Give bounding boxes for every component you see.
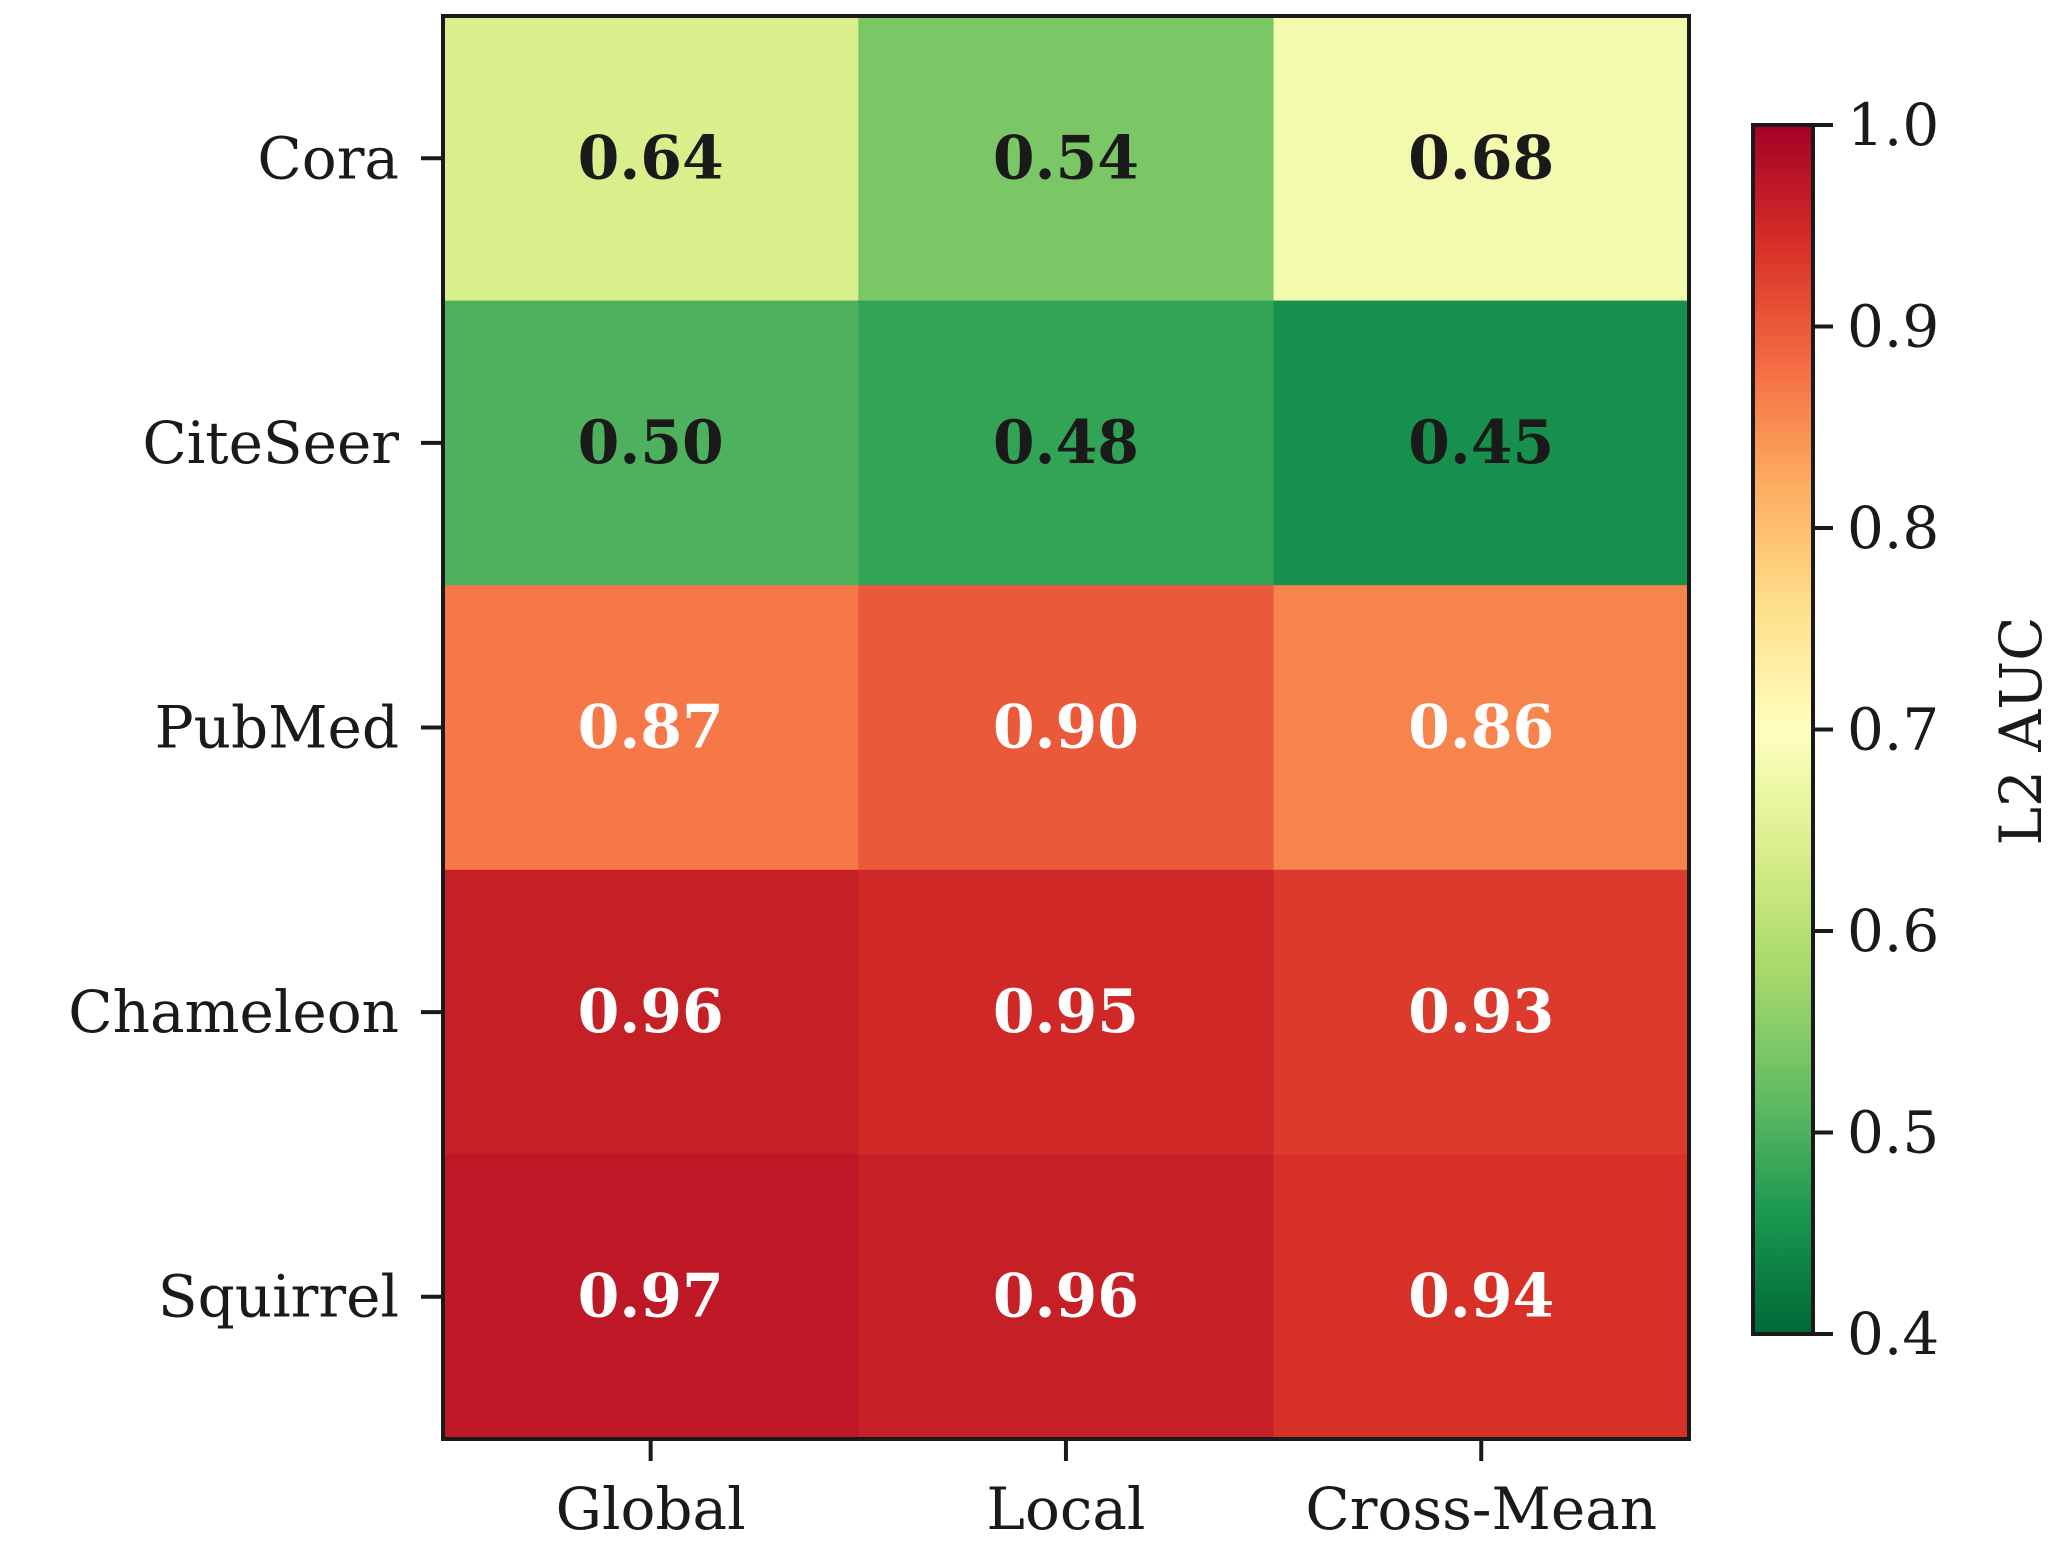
heatmap-cell-squirrel-local xyxy=(858,1154,1275,1440)
colorbar-gradient xyxy=(1753,125,1813,1334)
heatmap-cell-chameleon-global xyxy=(443,869,860,1156)
heatmap-cell-cora-global xyxy=(443,16,860,302)
cell-value-label: 0.97 xyxy=(578,1262,724,1332)
colorbar-tick-label: 1.0 xyxy=(1847,91,1939,159)
y-tick-label-citeseer: CiteSeer xyxy=(142,409,399,477)
y-tick-label-cora: Cora xyxy=(257,124,399,192)
colorbar-tick-label: 0.9 xyxy=(1847,293,1939,361)
cell-value-label: 0.48 xyxy=(993,408,1139,478)
cell-value-label: 0.93 xyxy=(1408,977,1554,1047)
heatmap-cell-citeseer-global xyxy=(443,300,860,586)
colorbar-tick-label: 0.7 xyxy=(1847,696,1939,764)
heatmap-cell-chameleon-cross-mean xyxy=(1273,869,1690,1156)
cell-value-label: 0.68 xyxy=(1408,123,1554,193)
heatmap-cell-labels: 0.64 0.54 0.68 0.50 0.48 0.45 0.87 0.90 0.86 0.96… xyxy=(578,123,1555,1331)
cell-value-label: 0.94 xyxy=(1408,1262,1554,1332)
cell-value-label: 0.87 xyxy=(578,693,724,763)
x-tick-label-global: Global xyxy=(556,1475,746,1543)
heatmap-cell-pubmed-global xyxy=(443,585,860,871)
heatmap-cell-chameleon-local xyxy=(858,869,1275,1156)
cell-value-label: 0.54 xyxy=(993,123,1139,193)
heatmap-cell-pubmed-cross-mean xyxy=(1273,585,1690,871)
colorbar-tick-label: 0.4 xyxy=(1847,1300,1939,1368)
heatmap-cell-cora-local xyxy=(858,16,1275,302)
cell-value-label: 0.95 xyxy=(993,977,1139,1047)
colorbar-tick-label: 0.6 xyxy=(1847,897,1939,965)
heatmap-cells xyxy=(443,16,1690,1440)
y-axis: Cora CiteSeer PubMed Chameleon Squirrel xyxy=(68,124,443,1331)
y-tick-label-chameleon: Chameleon xyxy=(68,978,399,1046)
cell-value-label: 0.86 xyxy=(1408,693,1554,763)
cell-value-label: 0.50 xyxy=(578,408,724,478)
cell-value-label: 0.96 xyxy=(578,977,724,1047)
cell-value-label: 0.64 xyxy=(578,123,724,193)
cell-value-label: 0.45 xyxy=(1408,408,1554,478)
heatmap-cell-citeseer-cross-mean xyxy=(1273,300,1690,586)
heatmap-cell-squirrel-global xyxy=(443,1154,860,1440)
heatmap-cell-citeseer-local xyxy=(858,300,1275,586)
colorbar-label: L2 AUC xyxy=(1987,617,2055,846)
colorbar-ticks: 0.4 0.5 0.6 0.7 0.8 0.9 1.0 xyxy=(1813,91,1939,1368)
heatmap-cell-pubmed-local xyxy=(858,585,1275,871)
x-tick-label-cross-mean: Cross-Mean xyxy=(1305,1475,1657,1543)
x-axis: Global Local Cross-Mean xyxy=(556,1439,1657,1543)
colorbar-tick-label: 0.5 xyxy=(1847,1099,1939,1167)
colorbar: 0.4 0.5 0.6 0.7 0.8 0.9 1.0 L2 AUC xyxy=(1751,91,2055,1368)
x-tick-label-local: Local xyxy=(986,1475,1145,1543)
heatmap-cell-cora-cross-mean xyxy=(1273,16,1690,302)
colorbar-tick-label: 0.8 xyxy=(1847,494,1939,562)
cell-value-label: 0.90 xyxy=(993,693,1139,763)
cell-value-label: 0.96 xyxy=(993,1262,1139,1332)
heatmap-cell-squirrel-cross-mean xyxy=(1273,1154,1690,1440)
y-tick-label-pubmed: PubMed xyxy=(155,694,399,762)
y-tick-label-squirrel: Squirrel xyxy=(158,1263,399,1331)
